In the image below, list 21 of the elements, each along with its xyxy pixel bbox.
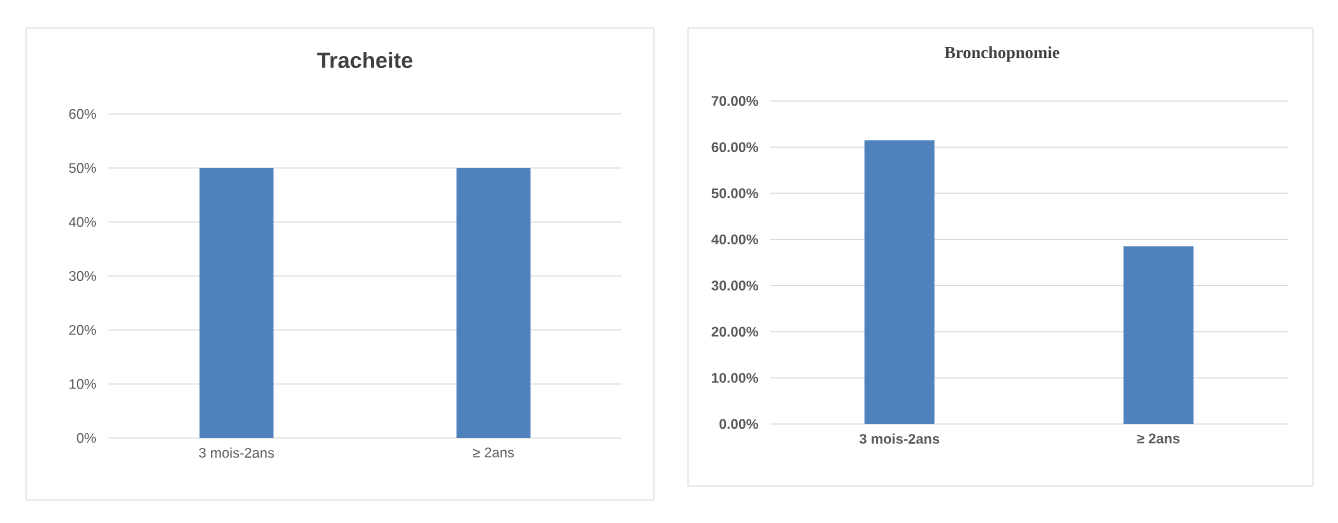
chart-title: Tracheite [317, 51, 413, 69]
y-tick-label: 40% [68, 217, 96, 227]
y-tick-label: 10.00% [712, 372, 759, 383]
y-tick-label: 60.00% [711, 142, 759, 153]
y-tick-label: 60% [69, 109, 96, 119]
y-tick-label: 30.00% [711, 280, 759, 291]
y-tick-label: 20.00% [711, 326, 759, 337]
y-tick-label: 40.00% [711, 234, 759, 245]
x-tick-label: ≥ 2ans [473, 447, 514, 458]
x-tick-label: 3 mois-2ans [199, 447, 274, 458]
y-tick-label: 50.00% [711, 188, 759, 199]
chart-title: Bronchopnomie [944, 46, 1060, 62]
y-tick-label: 20% [69, 325, 96, 335]
x-tick-label: ≥ 2ans [1137, 433, 1180, 444]
y-tick-label: 0.00% [719, 419, 759, 429]
y-tick-label: 30% [69, 271, 96, 281]
y-tick-label: 10% [69, 379, 96, 389]
y-tick-label: 70.00% [711, 96, 759, 106]
y-tick-label: 50% [69, 163, 96, 173]
y-tick-label: 0% [76, 433, 96, 443]
x-tick-label: 3 mois-2ans [859, 433, 940, 444]
